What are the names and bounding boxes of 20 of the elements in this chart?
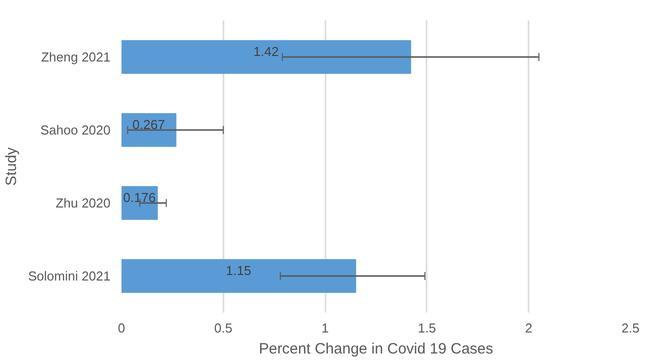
x-tick-label: 2.5 [621,320,640,336]
data-label: 0.267 [132,117,165,132]
y-tick-label: Sahoo 2020 [40,122,110,138]
data-label: 1.15 [226,263,252,278]
x-axis-title: Percent Change in Covid 19 Cases [258,340,494,358]
bar [122,113,176,147]
bar [122,40,412,74]
x-tick-label: 2 [525,320,532,336]
x-tick-label: 1 [321,320,329,336]
y-tick-label: Zhu 2020 [56,196,111,210]
data-label: 1.42 [253,44,279,59]
x-tick-label: 1.5 [418,320,436,336]
y-tick-label: Solomini 2021 [28,268,111,284]
y-axis-title: Study [3,146,20,186]
bar [122,259,356,293]
data-label: 0.176 [123,190,156,205]
x-tick-label: 0 [118,320,126,336]
y-tick-label: Zheng 2021 [41,50,111,64]
x-tick-label: 0.5 [214,320,232,336]
bar [122,186,158,220]
